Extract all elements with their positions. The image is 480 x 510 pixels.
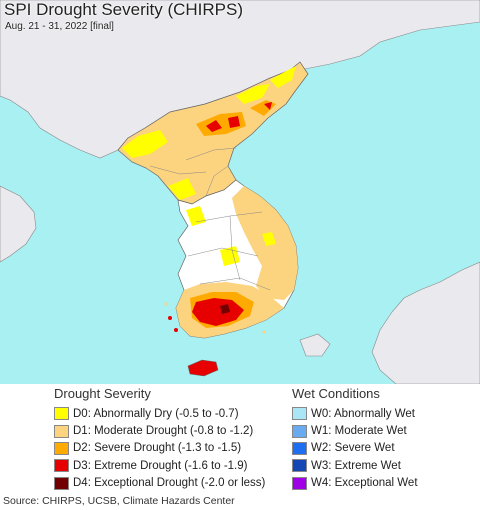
legend-item-w0: W0: Abnormally Wet [292,405,478,422]
legend-item-w2: W2: Severe Wet [292,440,478,457]
swatch-d0 [54,407,69,421]
legend-item-d2: D2: Severe Drought (-1.3 to -1.5) [54,440,290,457]
legend-label-d1: D1: Moderate Drought (-0.8 to -1.2) [73,425,254,438]
wet-legend-title: Wet Conditions [292,386,380,401]
swatch-d4 [54,476,69,490]
china-coast-west [0,185,37,263]
swatch-w0 [292,407,307,421]
nk-d3-center [206,120,222,132]
legend-item-d4: D4: Exceptional Drought (-2.0 or less) [54,475,290,492]
source-credit: Source: CHIRPS, UCSB, Climate Hazards Ce… [3,495,235,507]
legend-label-d4: D4: Exceptional Drought (-2.0 or less) [73,477,266,490]
japan-landmass [371,261,480,384]
island [164,302,168,306]
legend-label-w3: W3: Extreme Wet [311,459,401,472]
nk-d3-center2 [228,116,240,128]
legend-item-d1: D1: Moderate Drought (-0.8 to -1.2) [54,422,290,439]
sk-d4-south [220,304,230,314]
legend-label-d3: D3: Extreme Drought (-1.6 to -1.9) [73,459,248,472]
legend-label-w4: W4: Exceptional Wet [311,477,418,490]
nk-d0-north [236,84,270,104]
drought-severity-legend: Drought Severity D0: Abnormally Dry (-0.… [54,386,290,490]
nk-d0-east [270,66,296,88]
nk-d3-east [264,102,272,110]
map-title: SPI Drought Severity (CHIRPS) [4,0,244,19]
drought-map [0,0,480,384]
island [262,330,266,334]
drought-legend-title: Drought Severity [54,386,151,401]
legend-label-d2: D2: Severe Drought (-1.3 to -1.5) [73,442,242,455]
island [168,316,172,320]
nk-d0-west [122,130,168,158]
swatch-w4 [292,476,307,490]
legend-label-w0: W0: Abnormally Wet [311,407,415,420]
swatch-w3 [292,459,307,473]
sk-d0-east [262,232,276,246]
swatch-w1 [292,424,307,438]
legend-item-w1: W1: Moderate Wet [292,422,478,439]
legend-label-d0: D0: Abnormally Dry (-0.5 to -0.7) [73,407,239,420]
legend-item-w3: W3: Extreme Wet [292,457,478,474]
japan-island-small [299,333,331,357]
legend-label-w1: W1: Moderate Wet [311,425,407,438]
wet-conditions-legend: Wet Conditions W0: Abnormally Wet W1: Mo… [292,386,478,490]
nk-d0-south [168,178,196,200]
legend-item-d0: D0: Abnormally Dry (-0.5 to -0.7) [54,405,290,422]
province-borders [149,147,271,291]
swatch-d1 [54,424,69,438]
swatch-w2 [292,441,307,455]
sk-d3-south [192,298,244,326]
swatch-d3 [54,459,69,473]
legend-item-w4: W4: Exceptional Wet [292,475,478,492]
map-subtitle: Aug. 21 - 31, 2022 [final] [5,21,114,32]
legend-item-d3: D3: Extreme Drought (-1.6 to -1.9) [54,457,290,474]
swatch-d2 [54,441,69,455]
jeju-island [187,359,219,377]
legend-label-w2: W2: Severe Wet [311,442,395,455]
island [174,328,178,332]
